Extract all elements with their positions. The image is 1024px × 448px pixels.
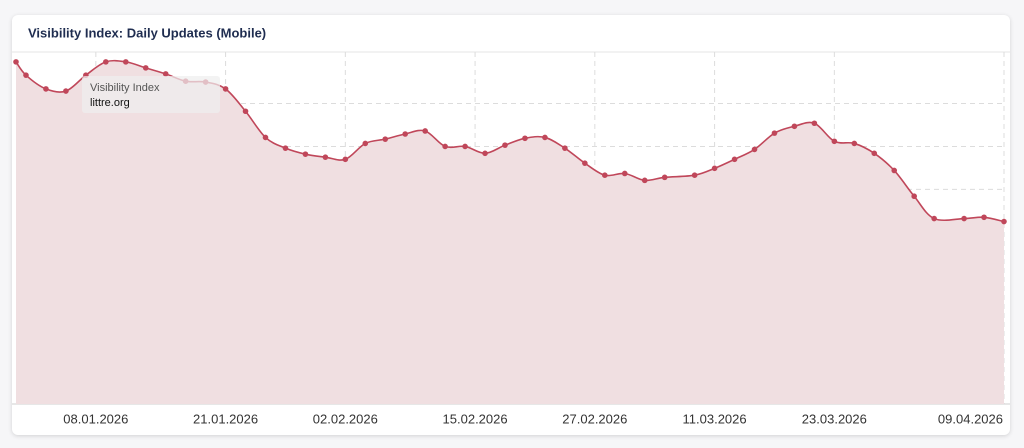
point: [641, 177, 648, 184]
point: [302, 151, 309, 157]
point: [691, 172, 698, 178]
point: [911, 193, 917, 200]
x-tick-label: 09.04.2026: [938, 411, 1003, 426]
point: [731, 156, 738, 163]
point: [751, 146, 758, 153]
point: [711, 165, 718, 172]
point: [582, 160, 588, 166]
point: [562, 145, 568, 151]
point: [63, 88, 69, 94]
point: [831, 138, 838, 145]
point: [811, 120, 818, 127]
point: [851, 140, 858, 147]
point: [162, 71, 169, 77]
x-tick-label: 08.01.2026: [63, 411, 128, 426]
x-tick-label: 23.03.2026: [802, 411, 867, 426]
point: [462, 143, 468, 150]
x-tick-label: 21.01.2026: [193, 411, 258, 426]
point: [382, 136, 389, 142]
point: [771, 130, 778, 136]
point: [122, 59, 129, 65]
point: [791, 123, 798, 130]
point: [262, 134, 269, 141]
point: [621, 170, 628, 177]
area: [16, 60, 1004, 405]
point: [1001, 218, 1007, 225]
point: [362, 140, 369, 147]
point: [23, 72, 29, 78]
point: [242, 108, 249, 115]
point: [422, 128, 428, 134]
tooltip-title: Visibility Index: [90, 82, 160, 94]
point: [522, 135, 528, 142]
x-tick-label: 27.02.2026: [562, 411, 627, 426]
point: [43, 86, 49, 92]
point: [871, 150, 878, 157]
point: [542, 134, 548, 141]
point: [322, 154, 329, 160]
point: [891, 167, 898, 174]
point: [142, 65, 149, 71]
point: [961, 215, 967, 222]
x-tick-label: 11.03.2026: [683, 411, 747, 426]
chart: Visibility Index: Daily Updates (Mobile)…: [12, 25, 1010, 426]
point: [282, 145, 289, 151]
point: [931, 215, 937, 222]
chart-card: Visibility Index: Daily Updates (Mobile)…: [12, 15, 1010, 435]
point: [103, 59, 109, 65]
point: [442, 143, 448, 150]
point: [661, 174, 668, 181]
point: [981, 214, 987, 221]
tooltip-box: [82, 76, 220, 113]
point: [502, 142, 508, 148]
x-tick-label: 02.02.2026: [313, 411, 378, 426]
chart-title: Visibility Index: Daily Updates (Mobile): [28, 25, 266, 40]
point: [13, 59, 19, 65]
tooltip-series: littre.org: [90, 97, 130, 109]
point: [402, 131, 409, 137]
point: [602, 172, 608, 178]
point: [342, 156, 349, 163]
x-tick-label: 15.02.2026: [443, 411, 508, 426]
point: [222, 86, 229, 92]
point: [482, 150, 488, 157]
